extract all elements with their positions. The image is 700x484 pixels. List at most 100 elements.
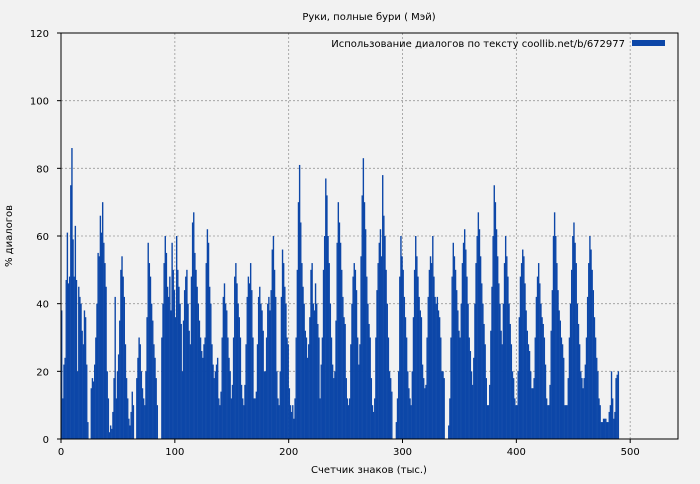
bar bbox=[236, 283, 238, 439]
bar bbox=[417, 276, 419, 439]
bar bbox=[590, 249, 592, 439]
bar bbox=[549, 384, 551, 439]
bar bbox=[100, 232, 103, 439]
bar bbox=[540, 303, 542, 439]
bar bbox=[349, 398, 351, 439]
bar bbox=[162, 303, 164, 439]
bar bbox=[111, 428, 113, 439]
bar bbox=[370, 378, 373, 439]
bar bbox=[575, 263, 577, 439]
bar bbox=[263, 371, 266, 439]
bar bbox=[343, 317, 345, 439]
bar bbox=[224, 303, 227, 439]
bar bbox=[320, 364, 322, 439]
bar bbox=[507, 276, 509, 439]
bar bbox=[479, 256, 482, 439]
bar bbox=[199, 337, 202, 439]
bar bbox=[211, 344, 213, 439]
bar bbox=[368, 323, 370, 439]
bar bbox=[216, 357, 219, 439]
bar bbox=[164, 236, 166, 439]
bar bbox=[331, 364, 334, 439]
bar bbox=[311, 263, 313, 439]
bar bbox=[517, 371, 519, 439]
bar bbox=[221, 337, 223, 439]
bar bbox=[470, 371, 473, 439]
bar bbox=[65, 279, 67, 439]
legend: Использование диалогов по тексту coollib… bbox=[331, 39, 665, 50]
bar bbox=[601, 422, 604, 439]
bar bbox=[478, 229, 481, 439]
bar bbox=[210, 303, 212, 439]
bar bbox=[512, 378, 515, 439]
bar bbox=[362, 158, 365, 439]
bar bbox=[174, 317, 177, 439]
bar bbox=[123, 296, 125, 439]
bar bbox=[369, 337, 371, 439]
bar bbox=[296, 269, 299, 439]
bar bbox=[586, 296, 589, 439]
bar bbox=[363, 202, 366, 439]
bar bbox=[555, 236, 557, 439]
bar bbox=[388, 371, 391, 439]
bar bbox=[108, 432, 111, 439]
bar bbox=[462, 242, 465, 439]
bar bbox=[430, 263, 433, 439]
y-tick-label: 100 bbox=[30, 97, 49, 108]
bar bbox=[144, 405, 146, 439]
bar bbox=[197, 303, 199, 439]
bar bbox=[467, 303, 469, 439]
bar bbox=[395, 422, 398, 439]
bar bbox=[438, 317, 441, 439]
bar bbox=[440, 337, 442, 439]
bar bbox=[592, 290, 595, 439]
bar bbox=[437, 310, 440, 439]
bar bbox=[396, 398, 399, 439]
bar bbox=[377, 263, 379, 439]
bar bbox=[345, 378, 347, 439]
bar bbox=[285, 303, 287, 439]
bar bbox=[465, 249, 467, 439]
bar bbox=[573, 222, 575, 439]
bar bbox=[371, 405, 374, 439]
bar bbox=[584, 364, 587, 439]
bar bbox=[351, 303, 353, 439]
bar bbox=[418, 296, 420, 439]
bar bbox=[442, 371, 444, 439]
bar bbox=[580, 371, 582, 439]
bar bbox=[253, 398, 255, 439]
bar bbox=[171, 242, 173, 439]
bar bbox=[193, 212, 195, 439]
bar bbox=[426, 337, 428, 439]
bar bbox=[172, 269, 174, 439]
bar bbox=[401, 256, 403, 439]
bar bbox=[557, 290, 559, 439]
bar bbox=[113, 378, 115, 439]
bar bbox=[333, 378, 335, 439]
bar bbox=[267, 303, 269, 439]
bar bbox=[523, 256, 525, 439]
bar bbox=[206, 229, 209, 439]
bar bbox=[344, 323, 346, 439]
bar bbox=[354, 269, 357, 439]
bar bbox=[177, 269, 179, 439]
bar bbox=[356, 337, 359, 439]
bar bbox=[219, 405, 221, 439]
bar bbox=[532, 388, 534, 439]
bar bbox=[533, 378, 535, 439]
bar bbox=[574, 242, 576, 439]
bar bbox=[552, 236, 555, 439]
bar bbox=[403, 296, 406, 439]
bar bbox=[501, 344, 503, 439]
bar bbox=[502, 303, 505, 439]
bar bbox=[328, 263, 330, 439]
x-tick-label: 500 bbox=[621, 447, 640, 458]
bar bbox=[522, 249, 524, 439]
bar bbox=[75, 279, 78, 439]
bar bbox=[227, 337, 229, 439]
bar bbox=[145, 371, 147, 439]
bar bbox=[516, 405, 518, 439]
bar bbox=[473, 357, 475, 439]
bar bbox=[429, 256, 432, 439]
bar bbox=[434, 296, 436, 439]
